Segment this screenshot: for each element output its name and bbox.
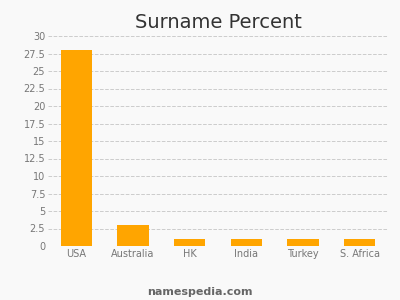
Text: namespedia.com: namespedia.com: [147, 287, 253, 297]
Bar: [61, 50, 92, 246]
Bar: [288, 239, 318, 246]
Title: Surname Percent: Surname Percent: [134, 13, 302, 32]
Bar: [174, 239, 205, 246]
Bar: [118, 225, 148, 246]
Bar: [231, 239, 262, 246]
Bar: [344, 239, 375, 246]
